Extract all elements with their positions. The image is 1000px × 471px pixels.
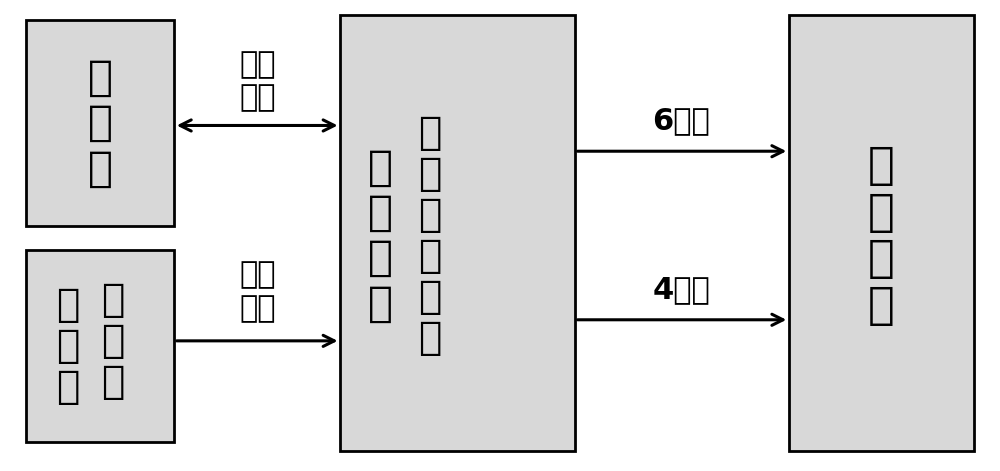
Bar	[340, 16, 575, 451]
Text: 合
并
单
元: 合 并 单 元	[868, 145, 894, 326]
Text: 测
试
装
置: 测 试 装 置	[368, 146, 393, 325]
Bar	[26, 250, 174, 441]
Text: 主
时
钟: 主 时 钟	[88, 57, 113, 189]
Bar	[26, 20, 174, 226]
Text: 4电压: 4电压	[653, 275, 710, 304]
Text: 软
件
仳: 软 件 仳	[101, 281, 125, 401]
Text: 时钟
信号: 时钟 信号	[239, 49, 276, 112]
Text: 真
平
台: 真 平 台	[57, 285, 80, 406]
Bar	[789, 16, 974, 451]
Text: 6电流: 6电流	[653, 106, 710, 135]
Text: 智
能
站
双
闭
环: 智 能 站 双 闭 环	[419, 114, 442, 357]
Text: 仳真
数据: 仳真 数据	[239, 260, 276, 323]
